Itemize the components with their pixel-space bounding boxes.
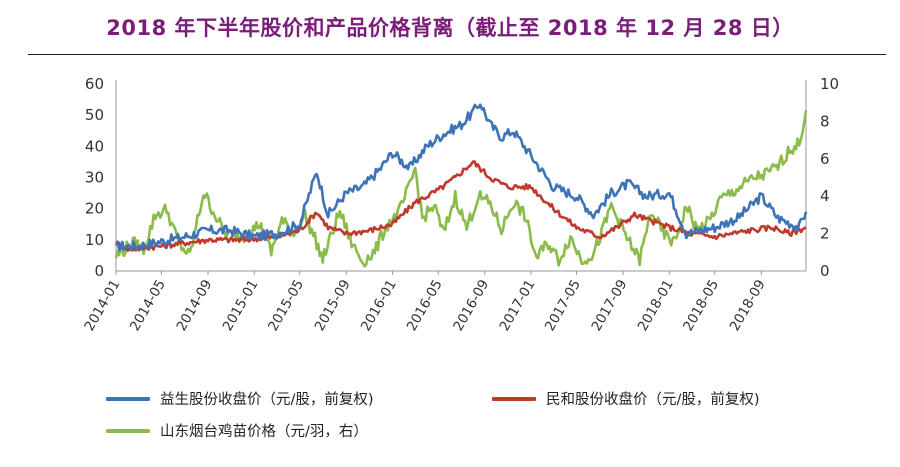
x-tick-label: 2018-01 — [635, 277, 677, 334]
chart-axes: 0 10 20 30 40 50 60 0 2 4 6 8 10 2014-01 2014-05 2014-0… — [81, 75, 839, 334]
x-tick-label: 2015-09 — [312, 277, 354, 334]
x-tick-label: 2015-01 — [220, 277, 262, 334]
legend-item-series-3: 山东烟台鸡苗价格（元/羽，右） — [106, 420, 368, 441]
y-right-tick-label: 8 — [820, 112, 830, 130]
legend-swatch-series-2 — [492, 396, 536, 401]
x-tick-label: 2017-09 — [588, 277, 630, 334]
x-tick-label: 2016-01 — [358, 277, 400, 334]
series-line-2 — [114, 160, 807, 252]
y-right-tick-label: 0 — [820, 262, 830, 280]
chart-series — [114, 103, 808, 268]
legend-swatch-series-3 — [106, 428, 150, 433]
y-right-tick-label: 4 — [820, 187, 830, 205]
x-tick-label: 2016-09 — [450, 277, 492, 334]
x-tick-label: 2014-01 — [81, 277, 123, 334]
y-left-tick-label: 40 — [85, 137, 104, 155]
y-left-tick-label: 60 — [85, 75, 104, 93]
y-right-tick-label: 6 — [820, 150, 830, 168]
legend-item-series-2: 民和股份收盘价（元/股，前复权) — [492, 388, 760, 409]
x-tick-label: 2017-01 — [496, 277, 538, 334]
y-right-tick-label: 2 — [820, 225, 830, 243]
series-line-3 — [114, 110, 808, 268]
y-left-tick-label: 30 — [85, 169, 104, 187]
legend-label-series-2: 民和股份收盘价（元/股，前复权) — [546, 392, 760, 408]
x-tick-label: 2016-05 — [404, 277, 446, 334]
legend-swatch-series-1 — [106, 396, 150, 401]
y-left-tick-label: 20 — [85, 200, 104, 218]
legend-label-series-3: 山东烟台鸡苗价格（元/羽，右） — [160, 424, 368, 440]
x-tick-label: 2014-05 — [127, 277, 169, 334]
x-tick-label: 2017-05 — [542, 277, 584, 334]
y-left-tick-label: 50 — [85, 106, 104, 124]
x-tick-label: 2018-09 — [727, 277, 769, 334]
series-line-1 — [115, 103, 808, 252]
legend-label-series-1: 益生股份收盘价（元/股，前复权) — [160, 392, 374, 408]
title-divider — [28, 54, 886, 55]
x-tick-label: 2018-05 — [680, 277, 722, 334]
x-tick-label: 2014-09 — [173, 277, 215, 334]
legend-item-series-1: 益生股份收盘价（元/股，前复权) — [106, 388, 374, 409]
y-right-tick-label: 10 — [820, 75, 839, 93]
y-left-tick-label: 10 — [85, 231, 104, 249]
chart-title: 2018 年下半年股价和产品价格背离（截止至 2018 年 12 月 28 日） — [106, 16, 794, 40]
y-left-tick-label: 0 — [94, 262, 104, 280]
x-tick-label: 2015-05 — [265, 277, 307, 334]
